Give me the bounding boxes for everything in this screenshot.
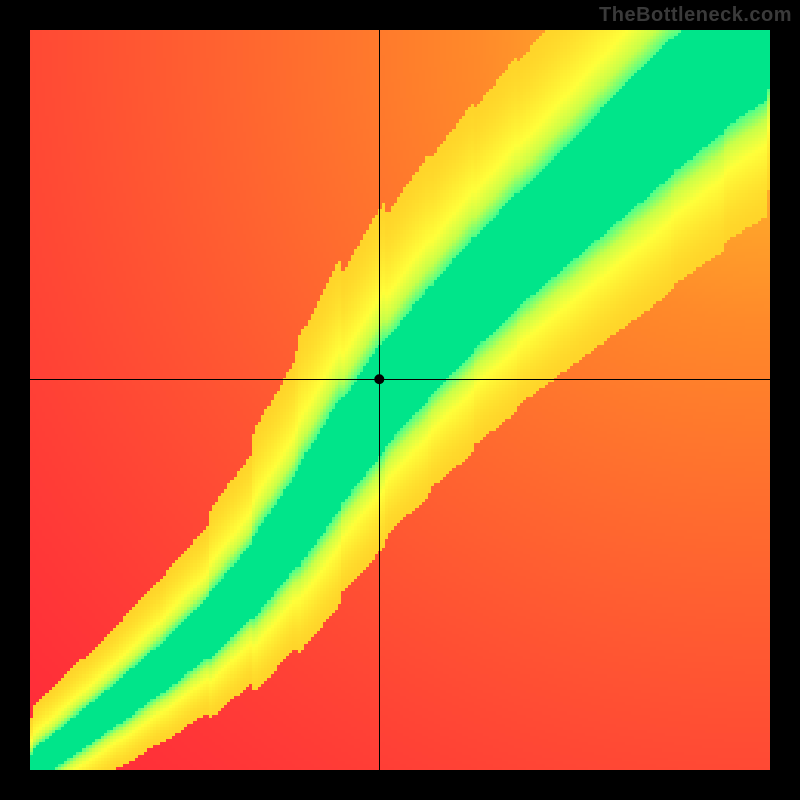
watermark-text: TheBottleneck.com [599, 4, 792, 27]
chart-container: TheBottleneck.com [0, 0, 800, 800]
bottleneck-heatmap-canvas [0, 0, 800, 800]
